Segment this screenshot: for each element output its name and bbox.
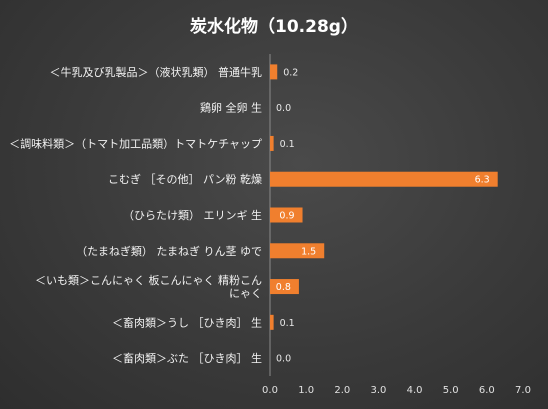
bar-2 [270, 135, 274, 151]
bar-3 [270, 171, 498, 187]
x-tick-label-6: 6.0 [479, 385, 495, 396]
x-tick-label-7: 7.0 [515, 385, 531, 396]
category-label-2: ＜調味料類＞（トマト加工品類）トマトケチャップ [9, 136, 262, 150]
x-tick-label-3: 3.0 [370, 385, 386, 396]
category-label-4: （ひらたけ類） エリンギ 生 [123, 208, 262, 222]
x-tick-label-1: 1.0 [298, 385, 314, 396]
bar-5 [270, 243, 325, 259]
value-label-6: 0.8 [276, 282, 291, 293]
category-label-6: ＜いも類＞こんにゃく 板こんにゃく 精粉こんにゃく [35, 273, 262, 300]
category-label-0: ＜牛乳及び乳製品＞（液状乳類） 普通牛乳 [50, 65, 263, 79]
category-label-1: 鶏卵 全卵 生 [200, 101, 262, 115]
bar-0 [270, 64, 278, 80]
bars-layer: 0.2 0.0 0.1 6.3 0.9 1.5 0.8 0.1 0.0 [269, 54, 498, 376]
value-label-8: 0.0 [276, 354, 291, 365]
bar-7 [270, 314, 274, 330]
bar-4 [270, 207, 303, 223]
x-tick-label-0: 0.0 [262, 385, 278, 396]
category-label-5: （たまねぎ類） たまねぎ りん茎 ゆで [76, 244, 262, 258]
value-label-1: 0.0 [276, 103, 291, 114]
value-label-5: 1.5 [301, 246, 316, 257]
category-label-3: こむぎ ［その他］ パン粉 乾燥 [108, 172, 262, 186]
x-axis-ticks: 0.0 1.0 2.0 3.0 4.0 5.0 6.0 7.0 [262, 385, 531, 396]
chart-title: 炭水化物（10.28g） [190, 16, 358, 37]
category-label-7: ＜畜肉類＞うし ［ひき肉］ 生 [112, 315, 262, 329]
bar-6 [270, 279, 299, 295]
value-label-3: 6.3 [475, 175, 490, 186]
x-tick-label-4: 4.0 [407, 385, 423, 396]
x-tick-label-2: 2.0 [334, 385, 350, 396]
value-label-7: 0.1 [280, 318, 295, 329]
x-tick-label-5: 5.0 [443, 385, 459, 396]
category-label-8: ＜畜肉類＞ぶた ［ひき肉］ 生 [112, 351, 262, 365]
value-label-4: 0.9 [279, 211, 294, 222]
value-label-2: 0.1 [280, 139, 295, 150]
value-label-0: 0.2 [283, 67, 298, 78]
